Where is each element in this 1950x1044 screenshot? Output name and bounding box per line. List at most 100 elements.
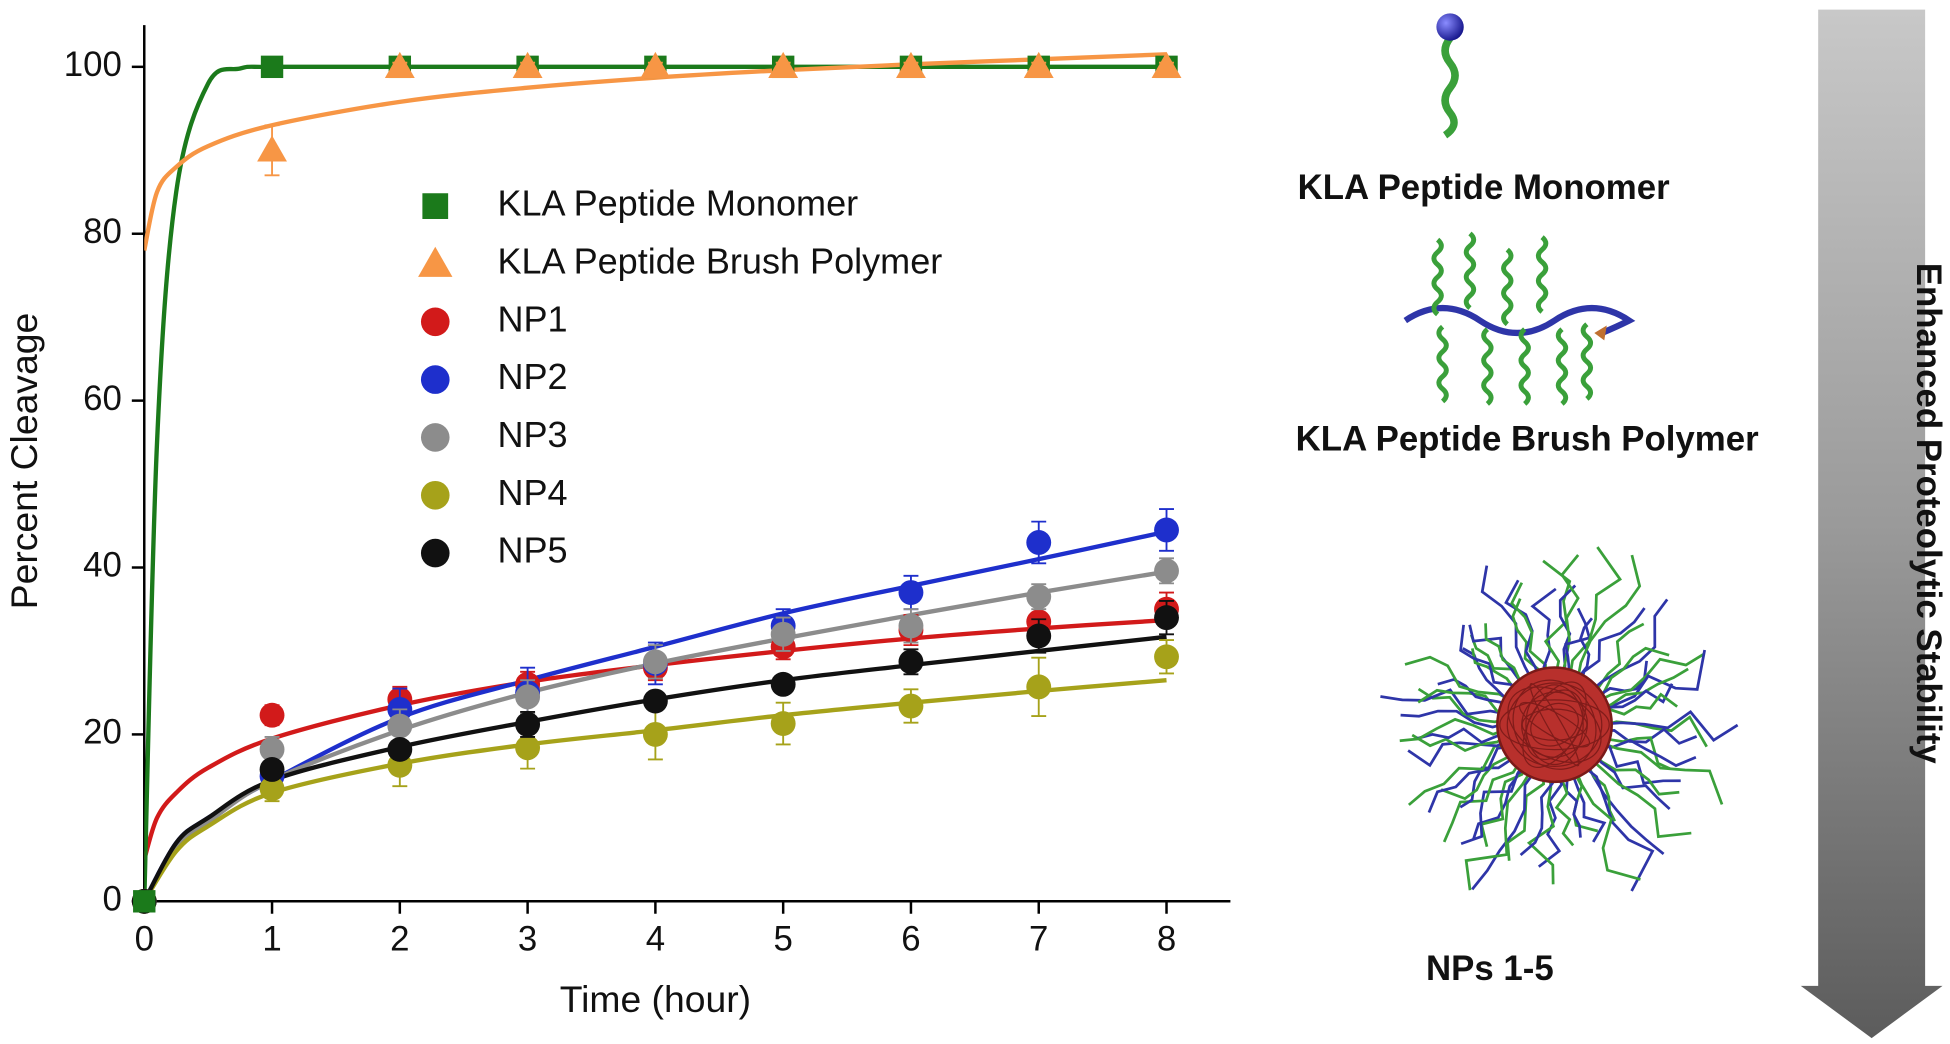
- data-point: [387, 713, 413, 739]
- y-tick-label: 80: [83, 212, 122, 251]
- np-strand: [1471, 760, 1533, 841]
- data-point: [898, 649, 924, 675]
- np-strand: [1592, 743, 1681, 785]
- legend-marker: [418, 246, 453, 277]
- y-axis-title: Percent Cleavage: [3, 313, 45, 609]
- np-strand: [1506, 766, 1546, 861]
- data-point: [1151, 51, 1182, 79]
- brush-strand: [1463, 231, 1477, 311]
- y-tick-label: 20: [83, 713, 122, 752]
- data-point: [260, 55, 284, 79]
- brush-strand: [1518, 327, 1531, 406]
- np-strand: [1594, 739, 1724, 805]
- fit-curve: [144, 634, 1167, 903]
- brush-strand: [1555, 327, 1569, 406]
- illustration-panel: Enhanced Proteolytic Stability KLA Pepti…: [1296, 9, 1948, 1039]
- data-point: [642, 721, 668, 747]
- data-point: [515, 735, 541, 761]
- np-strand: [1578, 607, 1646, 690]
- brush-arrowhead: [1594, 325, 1607, 341]
- data-point: [259, 736, 285, 762]
- np-core-texture: [1525, 684, 1584, 766]
- np-strand: [1576, 760, 1655, 892]
- data-point: [642, 649, 668, 675]
- np-strand: [1519, 767, 1554, 857]
- brush-strand: [1501, 247, 1514, 327]
- data-point: [898, 580, 924, 605]
- brush-strand: [1431, 237, 1444, 317]
- data-point: [1023, 51, 1054, 79]
- np-core-texture: [1529, 683, 1580, 767]
- np-core-texture: [1499, 699, 1610, 751]
- legend-marker: [422, 193, 449, 219]
- np-label: NPs 1-5: [1426, 949, 1554, 988]
- legend-marker: [420, 538, 450, 568]
- np-illustration: [1380, 546, 1739, 892]
- brush-strand: [1535, 235, 1549, 314]
- np-strand: [1427, 743, 1517, 813]
- x-tick-label: 7: [1029, 919, 1048, 958]
- legend-label: NP2: [497, 356, 567, 397]
- np-strand: [1471, 764, 1541, 891]
- brush-strand: [1481, 327, 1494, 406]
- np-strand: [1399, 717, 1512, 743]
- legend-label: NP4: [497, 472, 567, 513]
- data-point: [1154, 558, 1179, 584]
- np-core-texture: [1518, 701, 1591, 748]
- data-point: [259, 757, 285, 782]
- data-point: [384, 51, 415, 79]
- fit-curve: [144, 569, 1167, 903]
- data-point: [1026, 623, 1052, 649]
- data-point: [640, 51, 671, 79]
- data-point: [133, 890, 156, 913]
- x-tick-label: 0: [135, 919, 154, 958]
- data-point: [898, 613, 924, 639]
- np-strand: [1417, 688, 1513, 715]
- data-point: [1026, 530, 1052, 555]
- fit-curve: [144, 52, 1167, 251]
- data-point: [259, 776, 285, 802]
- np-strand: [1442, 754, 1526, 843]
- legend-marker: [420, 423, 450, 452]
- data-point: [770, 711, 796, 736]
- data-point: [1154, 517, 1179, 543]
- data-point: [1154, 644, 1179, 670]
- data-point: [768, 51, 799, 79]
- stability-arrow: [1800, 9, 1943, 1039]
- data-point: [515, 711, 541, 737]
- x-tick-label: 4: [646, 919, 665, 958]
- np-strand: [1407, 735, 1514, 768]
- x-tick-label: 6: [901, 919, 920, 958]
- data-point: [896, 51, 926, 79]
- np-strand: [1567, 546, 1623, 684]
- x-tick-label: 8: [1157, 919, 1176, 958]
- data-point: [512, 51, 543, 79]
- arrow-label: Enhanced Proteolytic Stability: [1909, 263, 1948, 765]
- np-strand: [1400, 709, 1512, 729]
- np-strand: [1585, 753, 1692, 839]
- y-tick-label: 0: [103, 880, 122, 919]
- np-strand: [1407, 741, 1516, 806]
- data-point: [1154, 605, 1179, 631]
- np-strand: [1459, 624, 1523, 697]
- y-tick-label: 60: [83, 379, 122, 418]
- legend-label: NP1: [497, 298, 567, 339]
- fit-curve: [144, 678, 1167, 903]
- x-tick-label: 5: [773, 919, 792, 958]
- legend-label: KLA Peptide Brush Polymer: [497, 240, 942, 281]
- y-tick-label: 100: [64, 45, 122, 84]
- np-strand: [1537, 767, 1564, 868]
- x-tick-label: 3: [518, 919, 537, 958]
- data-point: [1026, 674, 1052, 700]
- brush-strand: [1580, 322, 1594, 401]
- x-tick-label: 2: [390, 919, 409, 958]
- np-core-texture: [1521, 691, 1588, 758]
- np-strand: [1574, 554, 1642, 688]
- data-point: [1026, 584, 1052, 610]
- legend-label: NP5: [497, 530, 567, 571]
- np-strand: [1404, 655, 1518, 705]
- data-point: [898, 693, 924, 719]
